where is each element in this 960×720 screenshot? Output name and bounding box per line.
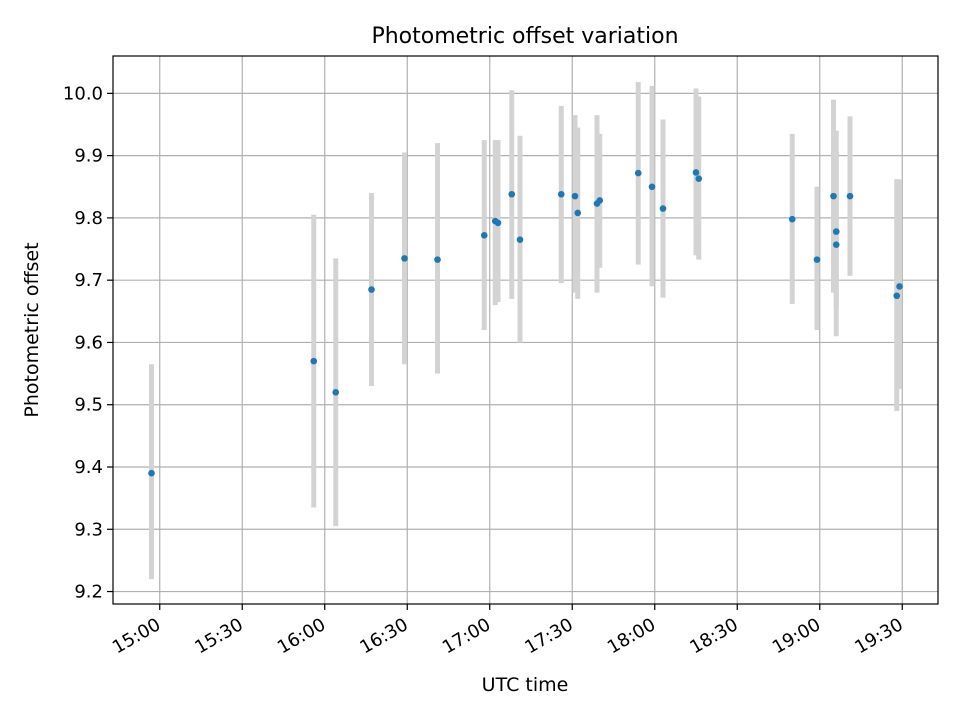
- data-point: [368, 286, 375, 293]
- y-axis: 9.2 9.3 9.4 9.5 9.6 9.7 9.8 9.9 10.0: [63, 83, 113, 603]
- data-point: [695, 175, 703, 182]
- y-tick-label: 9.3: [74, 519, 103, 540]
- data-point: [332, 388, 340, 396]
- data-point: [494, 219, 502, 227]
- y-tick-label: 9.6: [74, 332, 103, 353]
- data-point-layer: [148, 169, 903, 477]
- data-point: [596, 197, 604, 204]
- data-point: [893, 292, 901, 300]
- data-point: [830, 192, 837, 200]
- data-point: [480, 232, 488, 239]
- y-tick-label: 9.2: [74, 582, 103, 603]
- data-point: [557, 190, 565, 198]
- data-point: [896, 283, 903, 290]
- y-tick-label: 9.4: [74, 457, 103, 478]
- data-point: [846, 192, 854, 200]
- y-tick-label: 9.8: [74, 208, 103, 229]
- chart-title: Photometric offset variation: [371, 24, 678, 49]
- data-point: [310, 357, 318, 365]
- data-point: [574, 209, 582, 217]
- data-point: [401, 255, 408, 262]
- grid-layer: [113, 56, 938, 604]
- data-point: [508, 190, 516, 198]
- y-tick-label: 9.5: [74, 395, 103, 416]
- data-point: [571, 192, 579, 200]
- data-point: [788, 215, 796, 223]
- data-point: [634, 169, 642, 177]
- y-tick-label: 9.9: [74, 146, 103, 167]
- data-point: [659, 205, 667, 212]
- x-axis-label: UTC time: [482, 674, 569, 696]
- data-point: [832, 228, 840, 235]
- data-point: [813, 256, 821, 263]
- data-point: [692, 169, 700, 176]
- y-axis-label: Photometric offset: [21, 242, 43, 417]
- data-point: [434, 256, 441, 263]
- y-tick-label: 9.7: [74, 270, 103, 291]
- plot-frame: [112, 55, 939, 605]
- data-point: [832, 241, 840, 248]
- data-point: [516, 236, 524, 244]
- data-point: [648, 183, 656, 191]
- data-point: [148, 469, 155, 477]
- y-tick-label: 10.0: [63, 83, 103, 104]
